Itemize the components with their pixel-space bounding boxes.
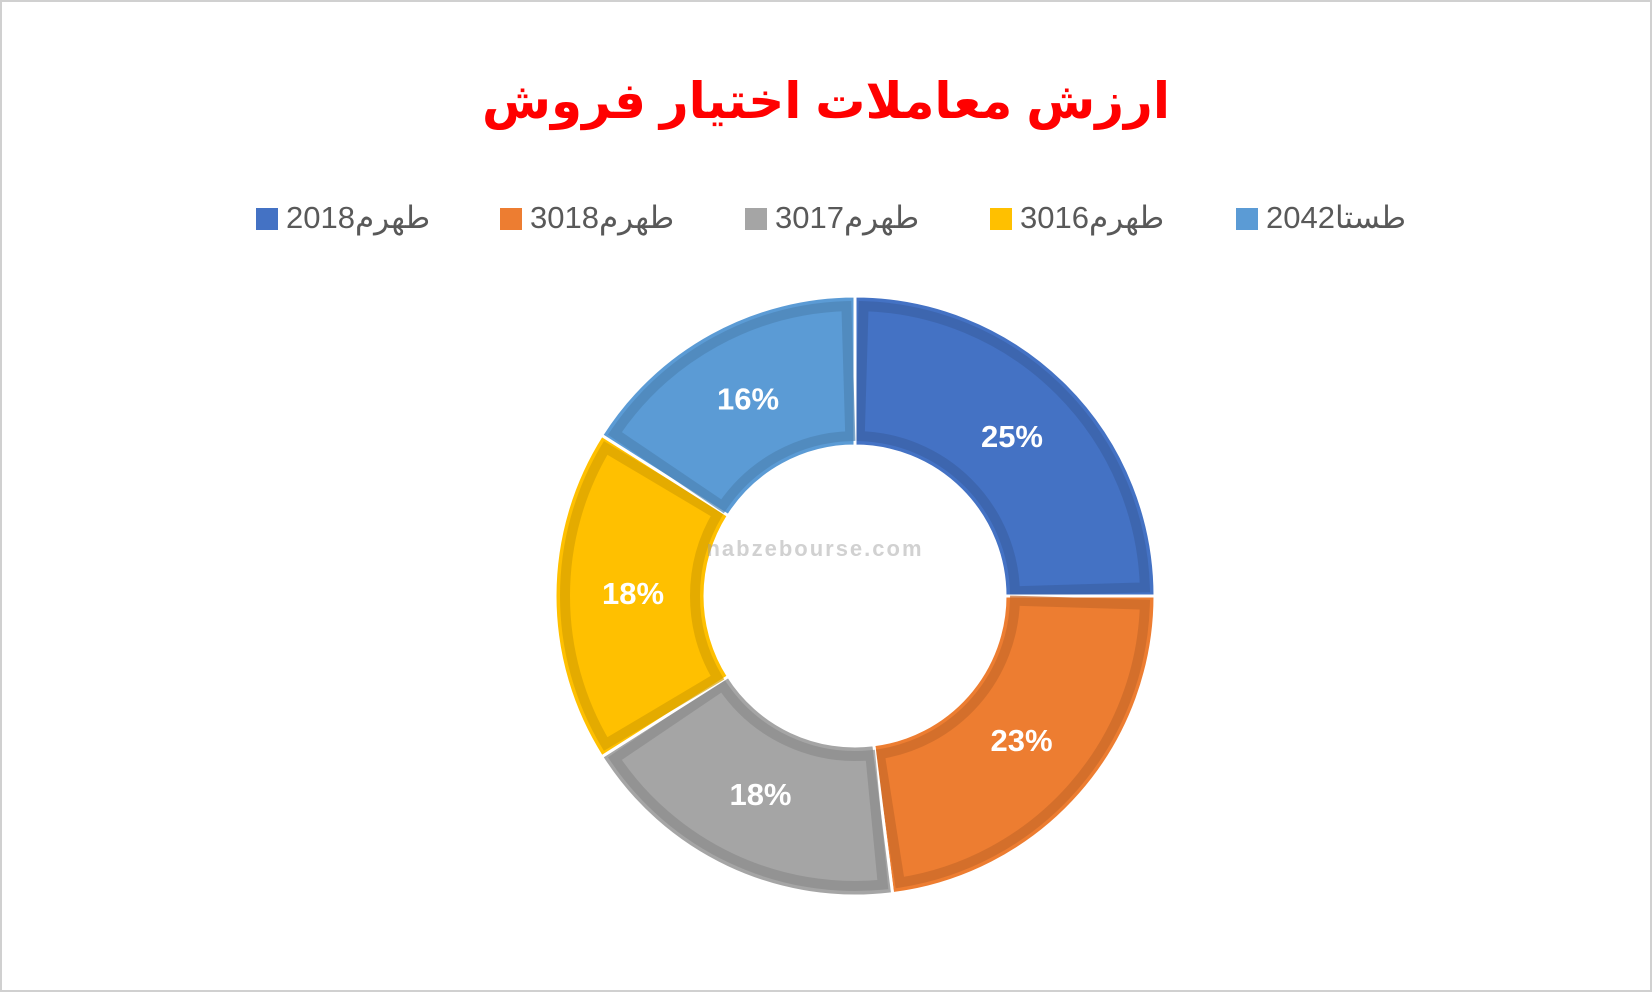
legend-label: طهرم3016 bbox=[1020, 200, 1164, 236]
slice-group bbox=[853, 294, 1157, 598]
chart-title: ارزش معاملات اختیار فروش bbox=[482, 73, 1170, 131]
slice bbox=[599, 674, 895, 898]
slice-border bbox=[874, 595, 1151, 889]
legend-swatch bbox=[1236, 208, 1258, 230]
data-label: 18% bbox=[602, 576, 664, 611]
legend-swatch bbox=[745, 208, 767, 230]
legend-swatch bbox=[500, 208, 522, 230]
legend-label: طهرم2018 bbox=[286, 200, 430, 236]
data-label: 23% bbox=[991, 723, 1053, 758]
slice-group bbox=[872, 594, 1157, 896]
slice-border bbox=[560, 441, 725, 751]
legend-label: طستا2042 bbox=[1266, 200, 1406, 235]
legend-swatch bbox=[990, 208, 1012, 230]
slice-border bbox=[607, 300, 856, 514]
slice-group bbox=[599, 674, 895, 898]
data-label: 18% bbox=[729, 777, 791, 812]
slice-group bbox=[599, 294, 857, 518]
slice-group bbox=[553, 433, 731, 759]
slice bbox=[853, 294, 1157, 598]
slice-border bbox=[607, 678, 889, 891]
watermark: nabzebourse.com bbox=[706, 536, 923, 561]
slice-border bbox=[854, 300, 1151, 597]
slice bbox=[872, 594, 1157, 896]
data-label: 25% bbox=[981, 419, 1043, 454]
slice bbox=[553, 433, 731, 759]
slice bbox=[599, 294, 857, 518]
legend-label: طهرم3018 bbox=[530, 200, 674, 236]
legend-label: طهرم3017 bbox=[775, 200, 919, 236]
data-label: 16% bbox=[717, 382, 779, 417]
legend-swatch bbox=[256, 208, 278, 230]
